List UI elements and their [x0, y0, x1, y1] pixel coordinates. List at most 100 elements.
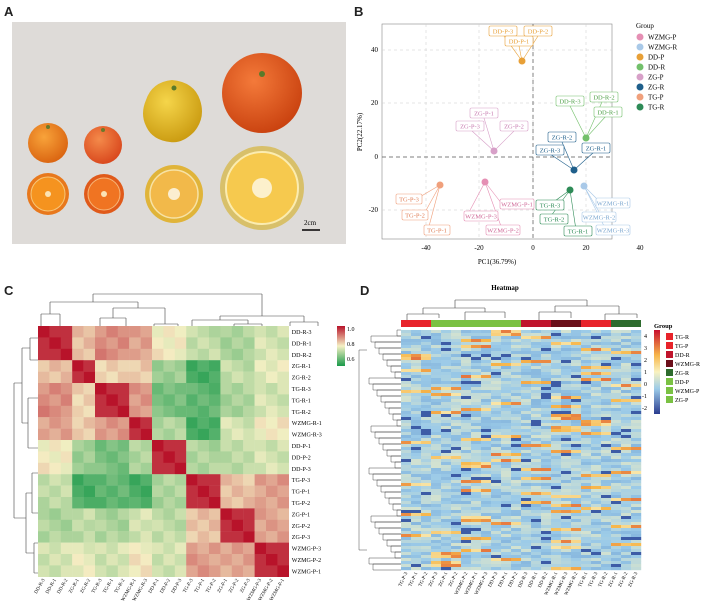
heat-cell [531, 504, 542, 508]
heat-cell [401, 423, 412, 427]
heat-cell [531, 363, 542, 367]
heat-cell [421, 363, 432, 367]
corr-cell [243, 542, 255, 555]
heat-cell [611, 441, 622, 445]
corr-cell [254, 428, 267, 441]
heat-cell [571, 564, 582, 568]
heat-cell [401, 498, 412, 502]
heat-cell [601, 480, 612, 484]
corr-cell [266, 348, 278, 361]
corr-cell [152, 348, 164, 361]
pca-label: TG-R-3 [540, 203, 561, 210]
heat-cell [431, 528, 442, 532]
heat-cell [411, 345, 422, 349]
corr-cell [152, 531, 164, 543]
heat-cell [561, 546, 572, 550]
heat-cell [431, 486, 442, 490]
corr-cell [197, 371, 210, 384]
corr-cell [140, 394, 153, 406]
heat-cell [461, 387, 472, 391]
heat-cell [451, 555, 462, 559]
heat-cell [471, 567, 482, 571]
heat-cell [571, 552, 582, 556]
heat-cell [551, 423, 562, 427]
heat-cell [401, 474, 412, 478]
heat-cell [401, 447, 412, 451]
corr-cell [140, 417, 153, 429]
heat-cell [511, 357, 522, 361]
heat-cell [511, 420, 522, 424]
heat-cell [481, 471, 492, 475]
heat-cell [611, 516, 622, 520]
heat-cell [411, 501, 422, 505]
heat-cell [561, 414, 572, 418]
heat-cell [501, 366, 512, 370]
fruit-zg-whole [84, 126, 122, 164]
heat-cell [431, 330, 442, 334]
corr-cell [186, 337, 198, 349]
heat-cell [551, 564, 562, 568]
heat-cell [521, 519, 532, 523]
heat-cell [601, 558, 612, 562]
heat-cell [581, 441, 592, 445]
heat-cell [631, 540, 642, 544]
heat-cell [531, 468, 542, 472]
heat-cell [441, 501, 452, 505]
heat-cell [511, 399, 522, 403]
corr-cell [49, 451, 61, 463]
heat-cell [471, 513, 482, 517]
heat-cell [421, 471, 432, 475]
panel-label-c: C [4, 283, 14, 298]
heat-cell [441, 387, 452, 391]
corr-cell [72, 531, 84, 543]
heat-cell [521, 369, 532, 373]
heat-cell [421, 492, 432, 496]
heat-cell [551, 330, 562, 334]
heat-cell [411, 513, 422, 517]
heat-cell [501, 480, 512, 484]
heat-cell [631, 516, 642, 520]
heat-cell [431, 510, 442, 514]
heat-cell [611, 366, 622, 370]
corr-cell [49, 565, 61, 577]
corr-cell [117, 417, 130, 429]
pca-label: TG-R-2 [544, 217, 565, 224]
heat-cell [491, 354, 502, 358]
corr-cell [60, 405, 73, 418]
heat-cell [491, 459, 502, 463]
heat-cell [481, 486, 492, 490]
corr-cell [231, 554, 244, 566]
heat-cell [531, 342, 542, 346]
corr-cell [106, 554, 118, 566]
heat-cell [551, 411, 562, 415]
heat-cell [511, 456, 522, 460]
heat-cell [451, 552, 462, 556]
heat-cell [571, 504, 582, 508]
heat-cell [431, 411, 442, 415]
heat-cell [541, 483, 552, 487]
heat-cell [411, 444, 422, 448]
heat-cell [581, 432, 592, 436]
heat-cell [521, 405, 532, 409]
heat-cell [561, 411, 572, 415]
heat-cell [431, 354, 442, 358]
heat-cell [571, 489, 582, 493]
corr-cell [277, 474, 289, 486]
heat-cell [421, 486, 432, 490]
corr-cell [60, 360, 73, 372]
heat-cell [411, 417, 422, 421]
heat-cell [591, 387, 602, 391]
corr-cell [60, 348, 73, 361]
heat-legend-swatch [666, 360, 673, 367]
heat-cell [541, 453, 552, 457]
heat-cell [431, 480, 442, 484]
corr-cell [117, 508, 130, 520]
heat-cell [481, 489, 492, 493]
heat-cell [511, 507, 522, 511]
heat-cell [421, 360, 432, 364]
corr-cell [243, 371, 255, 384]
corr-cell [49, 485, 61, 498]
heat-cell [401, 381, 412, 385]
corr-cell [49, 554, 61, 566]
heat-cell [541, 393, 552, 397]
